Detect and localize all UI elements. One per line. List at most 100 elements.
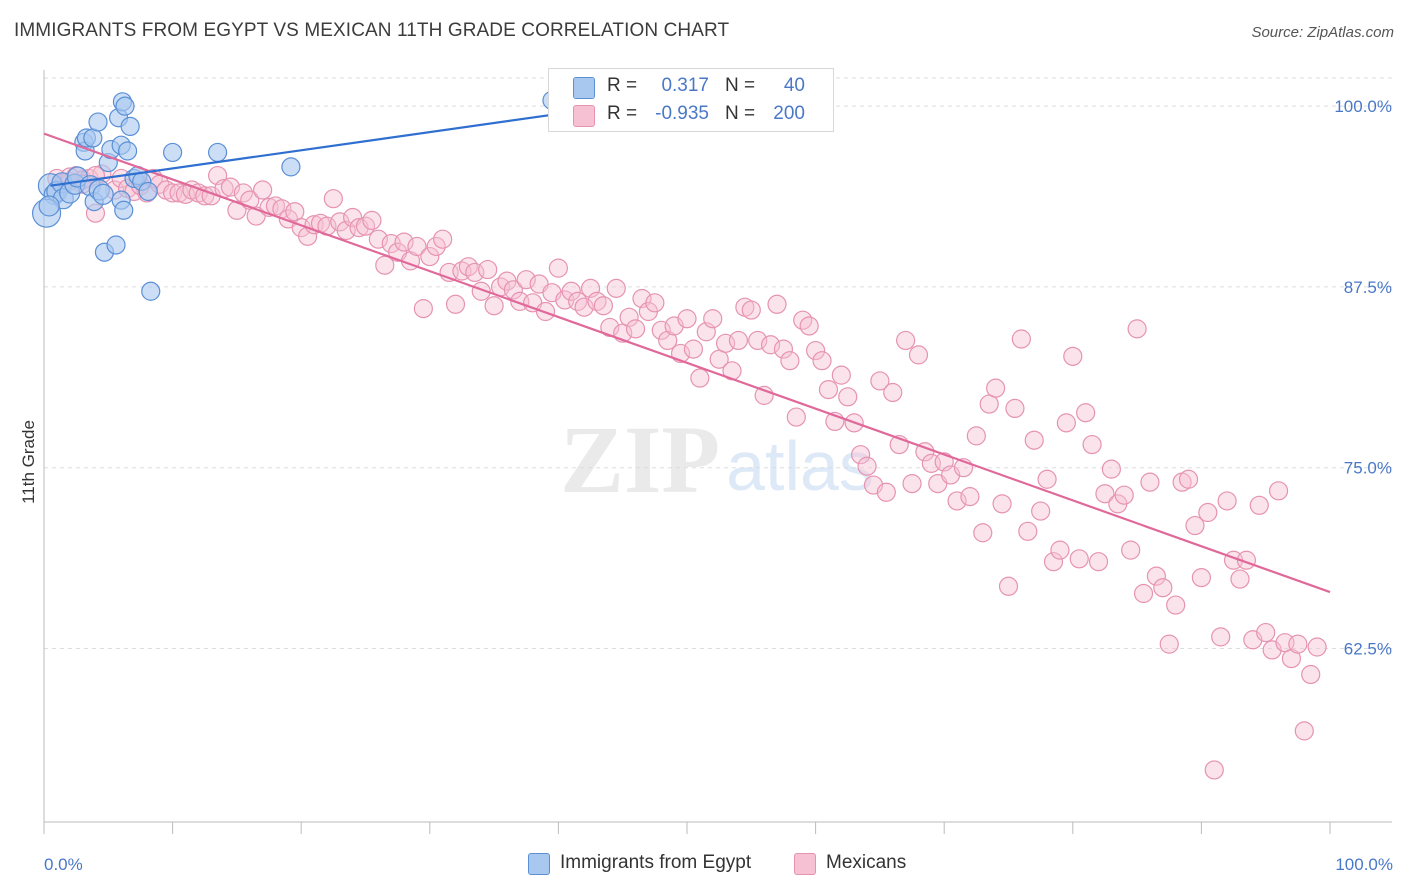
mexicans-point	[805, 340, 826, 361]
mexicans-point	[651, 320, 671, 340]
stats-legend: R = 0.317 N = 40 R = -0.935 N = 200	[548, 68, 834, 132]
egypt-point	[83, 128, 103, 148]
mexicans-point	[1307, 637, 1327, 657]
egypt-point	[120, 116, 140, 137]
mexicans-point	[420, 246, 440, 267]
mexicans-point	[253, 180, 273, 200]
x-tick-label: 0.0%	[44, 855, 83, 874]
mexicans-point	[1301, 664, 1321, 685]
mexicans-point	[998, 576, 1019, 596]
mexicans-point	[1082, 434, 1102, 455]
mexicans-point	[1043, 552, 1064, 572]
mexicans-trend-line	[43, 132, 1331, 594]
stats-row-egypt: R = 0.317 N = 40	[549, 71, 833, 101]
egypt-point	[106, 235, 126, 255]
mexicans-point	[394, 232, 414, 252]
mexicans-point	[973, 523, 993, 543]
mexicans-point	[1114, 485, 1134, 505]
mexicans-point	[1230, 569, 1250, 589]
mexicans-point	[857, 456, 877, 476]
n-label: N =	[725, 103, 756, 124]
mexicans-point	[960, 487, 980, 507]
mexicans-point	[767, 294, 787, 314]
bottom-legend: Immigrants from Egypt Mexicans	[0, 848, 1406, 882]
mexicans-point	[908, 345, 929, 365]
mexicans-point	[1088, 552, 1109, 572]
egypt-point	[88, 112, 108, 132]
egypt-r-value: 0.317	[661, 75, 709, 96]
mexicans-point	[780, 351, 800, 371]
mexicans-point	[1185, 515, 1205, 536]
mexicans-point	[1191, 567, 1212, 588]
mexicans-point	[1063, 346, 1083, 366]
mexicans-n-value: 200	[773, 103, 805, 124]
mexicans-point	[593, 296, 614, 316]
mexicans-point	[619, 307, 639, 327]
mexicans-point	[323, 189, 343, 209]
mexicans-point	[896, 330, 916, 351]
mexicans-point	[1018, 521, 1038, 541]
mexicans-point	[407, 236, 427, 257]
mexicans-point	[838, 387, 858, 407]
egypt-n-value: 40	[783, 75, 805, 96]
egypt-point	[117, 141, 138, 161]
egypt-point	[281, 157, 301, 177]
mexicans-point	[1101, 459, 1121, 479]
mexicans-point	[1249, 495, 1269, 515]
mexicans-point	[683, 339, 704, 359]
mexicans-point	[503, 280, 523, 300]
egypt-point	[208, 142, 228, 163]
mexicans-point	[1211, 627, 1231, 647]
mexicans-point	[979, 394, 999, 414]
mexicans-point	[1268, 481, 1289, 501]
mexicans-point	[1133, 583, 1154, 604]
mexicans-point	[195, 186, 215, 206]
watermark: ZIP atlas	[560, 406, 874, 513]
egypt-swatch	[573, 77, 595, 99]
source-label: Source: ZipAtlas.com	[1251, 24, 1394, 41]
egypt-point	[115, 96, 135, 116]
egypt-point	[163, 142, 183, 163]
n-label: N =	[725, 75, 756, 96]
mexicans-point	[818, 380, 839, 400]
legend-egypt-label[interactable]: Immigrants from Egypt	[560, 852, 752, 873]
mexicans-point	[986, 378, 1006, 398]
mexicans-point	[1121, 540, 1141, 560]
mexicans-point	[1031, 501, 1051, 521]
mexicans-point	[773, 339, 794, 359]
mexicans-point	[851, 445, 871, 465]
mexicans-point	[362, 210, 382, 230]
mexicans-point	[1217, 491, 1237, 511]
mexicans-swatch	[573, 105, 595, 127]
legend-mexicans-swatch[interactable]	[794, 853, 816, 875]
y-tick-label: 75.0%	[1344, 459, 1392, 478]
mexicans-point	[748, 330, 768, 351]
egypt-point	[38, 195, 60, 217]
mexicans-point	[368, 229, 388, 249]
x-tick-label: 100.0%	[1335, 855, 1393, 874]
mexicans-point	[947, 491, 967, 511]
egypt-points	[31, 90, 562, 301]
mexicans-points	[47, 164, 1327, 780]
mexicans-point	[992, 494, 1012, 514]
mexicans-point	[285, 202, 305, 222]
mexicans-point	[812, 351, 832, 371]
mexicans-point	[1294, 721, 1314, 741]
mexicans-point	[1166, 595, 1186, 615]
mexicans-point	[413, 299, 433, 319]
chart-title: IMMIGRANTS FROM EGYPT VS MEXICAN 11TH GR…	[14, 20, 730, 41]
mexicans-point	[1005, 398, 1025, 418]
legend-mexicans-label[interactable]: Mexicans	[826, 852, 907, 873]
mexicans-point	[1153, 578, 1173, 598]
mexicans-point	[831, 365, 851, 385]
mexicans-point	[786, 407, 806, 427]
y-tick-label: 87.5%	[1344, 278, 1392, 297]
legend-egypt-swatch[interactable]	[528, 853, 550, 875]
mexicans-point	[677, 309, 697, 329]
mexicans-point	[606, 278, 626, 298]
mexicans-point	[625, 319, 646, 339]
egypt-trend-line	[50, 113, 553, 187]
mexicans-point	[516, 270, 536, 290]
egypt-point	[114, 200, 134, 220]
mexicans-point	[1204, 760, 1224, 780]
